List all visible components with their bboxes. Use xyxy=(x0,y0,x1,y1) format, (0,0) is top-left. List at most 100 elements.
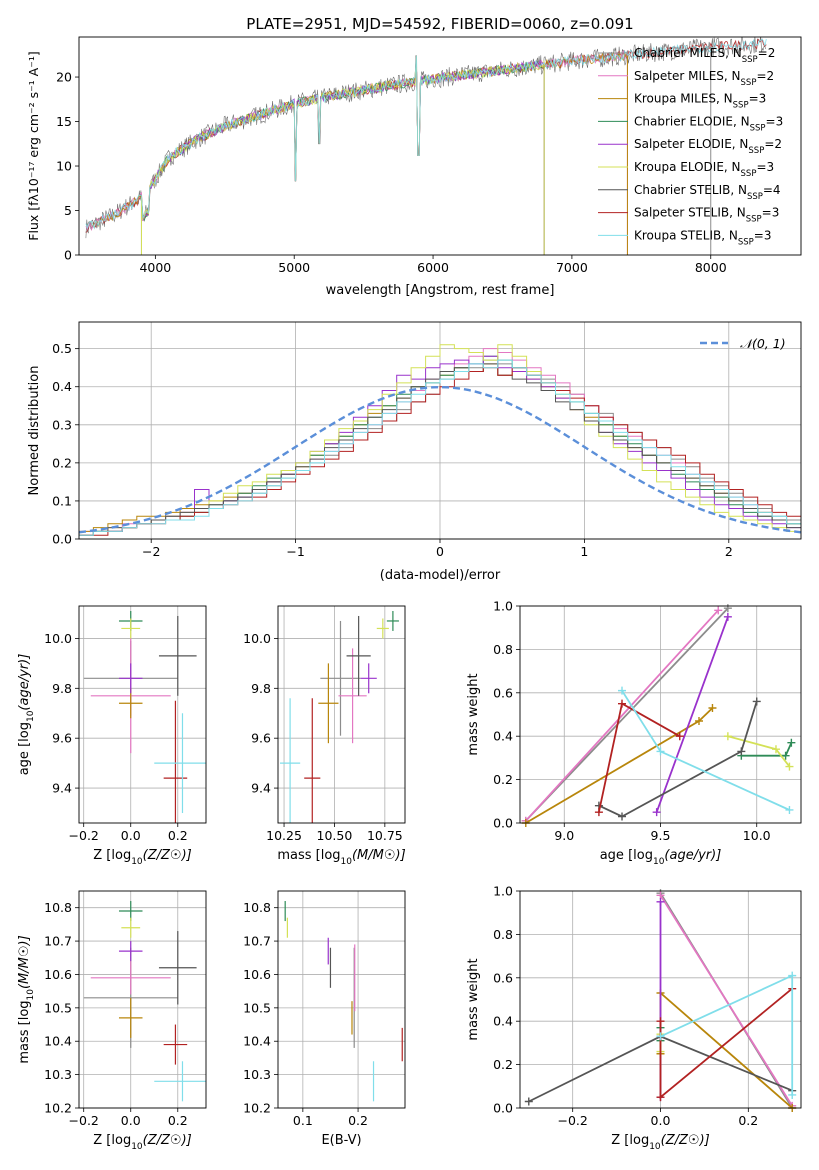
tick-label-y: 10.7 xyxy=(44,934,72,949)
tick-label-y: 10.7 xyxy=(243,934,271,949)
tick-label-y: 0.4 xyxy=(493,1014,513,1029)
weight-marker xyxy=(787,738,796,747)
axis-label-part: mass [log xyxy=(277,848,340,863)
tick-label-y: 0.8 xyxy=(493,642,513,657)
legend-label: Chabrier ELODIE, NSSP=3 xyxy=(634,114,783,133)
weight-marker xyxy=(771,745,780,754)
legend-label: 𝒩(0, 1) xyxy=(740,336,786,351)
tick-label-y: 9.4 xyxy=(52,781,72,796)
weight-marker xyxy=(723,732,732,741)
tick-label-y: 0.0 xyxy=(493,816,513,831)
legend-text: Salpeter STELIB, N xyxy=(634,206,746,220)
tick-label-x: 0.0 xyxy=(121,1113,141,1128)
axis-label: age [log10(age/yr)] xyxy=(600,848,722,867)
legend-text: Kroupa ELODIE, N xyxy=(634,160,741,174)
tick-label-y: 1.0 xyxy=(493,599,513,614)
mass-vs-ebv-points xyxy=(284,901,403,1102)
weight-vs-Z-axes: −0.2 0.0 0.2 0.0 0.2 0.4 0.6 0.8 1.0 xyxy=(493,884,801,1128)
axis-label-part: (age/yr)] xyxy=(664,848,721,863)
spectrum-line xyxy=(85,43,712,233)
weight-line xyxy=(598,701,758,818)
tick-label-y: 10.6 xyxy=(243,967,271,982)
axis-label-subscript: 10 xyxy=(653,857,665,867)
axis-label: mass [log10(M/M☉)] xyxy=(277,848,405,867)
legend-text: Chabrier STELIB, N xyxy=(634,183,747,197)
tick-label-x: 0.2 xyxy=(738,1113,758,1128)
spectrum-xlabel: wavelength [Angstrom, rest frame] xyxy=(326,283,555,298)
spectrum-line xyxy=(92,51,628,230)
age-vs-Z-frame xyxy=(78,605,207,824)
tick-label-y: 0.1 xyxy=(52,493,72,508)
tick-label-y: 10.5 xyxy=(243,1000,271,1015)
weight-marker xyxy=(723,612,732,621)
tick-label-x: −0.2 xyxy=(69,828,99,843)
tick-label-y: 1.0 xyxy=(493,884,513,899)
weight-vs-Z-ylabel: mass weight xyxy=(466,958,481,1040)
tick-label-x: 0.2 xyxy=(168,1113,188,1128)
legend-text: Chabrier MILES, N xyxy=(634,46,742,60)
legend-text: Kroupa MILES, N xyxy=(634,92,733,106)
mass-vs-ebv-axes: 0.1 0.2 10.2 10.3 10.4 10.5 10.6 10.7 10.8 xyxy=(243,891,405,1128)
tick-label-y: 20 xyxy=(56,70,72,85)
tick-label-x: 2 xyxy=(725,544,733,559)
weight-marker xyxy=(752,697,761,706)
tick-label-x: 10.25 xyxy=(266,828,302,843)
weight-marker xyxy=(788,971,797,980)
tick-label-x: 0.1 xyxy=(293,1113,313,1128)
axis-label-subscript: 10 xyxy=(131,1142,143,1152)
tick-label-y: 10.8 xyxy=(243,900,271,915)
age-vs-mass-points xyxy=(280,610,399,823)
age-vs-mass-frame xyxy=(277,605,406,824)
spectrum-line xyxy=(141,55,545,222)
weight-line xyxy=(525,707,714,824)
age-vs-Z-points xyxy=(83,610,206,823)
weight-marker xyxy=(524,1097,533,1106)
spectrum-lines xyxy=(85,37,767,255)
legend-label: Salpeter MILES, NSSP=2 xyxy=(634,69,774,88)
tick-label-x: 7000 xyxy=(556,260,588,275)
tick-label-y: 9.8 xyxy=(251,681,271,696)
legend-subscript: SSP xyxy=(738,237,754,247)
weight-marker xyxy=(708,703,717,712)
axis-label: Z [log10(Z/Z☉)] xyxy=(93,1133,191,1152)
tick-label-y: 0 xyxy=(64,248,72,263)
tick-label-y: 10.8 xyxy=(44,900,72,915)
spectrum-line xyxy=(85,38,767,230)
tick-label-y: 9.6 xyxy=(52,731,72,746)
legend-text: =3 xyxy=(766,114,784,128)
tick-label-x: −0.2 xyxy=(69,1113,99,1128)
weight-marker xyxy=(788,1090,797,1099)
legend-label: Kroupa MILES, NSSP=3 xyxy=(634,92,766,111)
weight-marker xyxy=(594,808,603,817)
weight-vs-Z-frame xyxy=(519,890,802,1109)
tick-label-y: 10.2 xyxy=(243,1101,271,1116)
weight-marker xyxy=(618,699,627,708)
tick-label-y: 10.3 xyxy=(243,1067,271,1082)
axis-label: mass [log10(M/M☉)] xyxy=(17,935,36,1063)
weight-marker xyxy=(675,732,684,741)
axis-label-subscript: 10 xyxy=(341,857,353,867)
tick-label-y: 10 xyxy=(56,159,72,174)
legend-text: =3 xyxy=(749,92,767,106)
legend-text: =3 xyxy=(754,228,772,242)
tick-label-x: 6000 xyxy=(417,260,449,275)
mass-vs-ebv-frame xyxy=(277,890,406,1109)
weight-vs-age-frame xyxy=(519,605,802,824)
tick-label-y: 0.0 xyxy=(52,532,72,547)
tick-label-y: 9.6 xyxy=(251,731,271,746)
hist-step xyxy=(79,363,801,539)
axis-label-subscript: 10 xyxy=(26,989,36,1001)
spectrum-frame xyxy=(78,36,802,256)
weight-line xyxy=(741,742,793,757)
weight-marker xyxy=(694,717,703,726)
axis-label-subscript: 10 xyxy=(131,857,143,867)
tick-label-y: 10.0 xyxy=(44,631,72,646)
weight-marker xyxy=(656,1032,665,1041)
weight-marker xyxy=(656,1093,665,1102)
axis-label-part: Z [log xyxy=(611,1133,649,1148)
tick-label-y: 15 xyxy=(56,114,72,129)
legend-label: Kroupa STELIB, NSSP=3 xyxy=(634,228,772,247)
tick-label-x: 0 xyxy=(436,544,444,559)
tick-label-x: 10.75 xyxy=(367,828,403,843)
